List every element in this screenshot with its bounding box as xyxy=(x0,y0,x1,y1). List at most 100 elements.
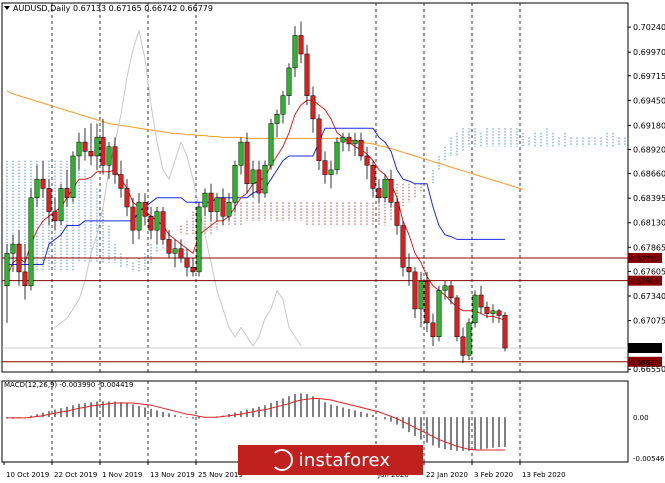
candle-body xyxy=(340,137,346,143)
time-tick-label: 13 Nov 2019 xyxy=(150,471,195,479)
candle-body xyxy=(490,310,496,314)
candle-body xyxy=(412,271,418,310)
level-tag xyxy=(628,275,662,286)
price-tick-label: 0.70240 xyxy=(633,23,665,32)
macd-signal-line xyxy=(7,398,505,451)
candle-body xyxy=(484,306,490,314)
tenkan-sen-line xyxy=(6,99,506,321)
time-tick-label: 22 Jan 2020 xyxy=(426,471,468,479)
time-tick-label: 22 Oct 2019 xyxy=(54,471,97,479)
candle-body xyxy=(448,285,454,299)
candle-body xyxy=(136,202,142,231)
candle-body xyxy=(304,53,310,96)
symbol-label: AUDUSD,Daily xyxy=(13,4,71,13)
candle-body xyxy=(124,188,130,208)
time-tick-label: 3 Feb 2020 xyxy=(474,471,513,479)
candle-body xyxy=(130,206,136,231)
candle-body xyxy=(418,280,424,310)
current-price-label: 0.66779 xyxy=(630,345,659,353)
candle-body xyxy=(16,243,22,273)
candle-body xyxy=(70,155,76,198)
collapse-triangle-icon[interactable] xyxy=(4,6,10,10)
macd-tick-label: -0.005462 xyxy=(633,455,665,463)
candle-body xyxy=(286,67,292,96)
price-tick-label: 0.68660 xyxy=(633,170,665,179)
level-label: 0.67750 xyxy=(630,255,659,263)
candle-body xyxy=(358,139,364,157)
candle-body xyxy=(100,137,106,166)
candle-body xyxy=(190,266,196,273)
watermark-text: instaforex xyxy=(298,449,391,471)
current-price-tag xyxy=(628,342,662,353)
price-tick-label: 0.69450 xyxy=(633,96,665,105)
candle-body xyxy=(46,188,52,212)
macd-tick-label: 0.00 xyxy=(633,414,649,422)
time-tick-label: 25 Nov 2019 xyxy=(198,471,243,479)
candle-body xyxy=(322,160,328,175)
candle-body xyxy=(256,169,262,194)
candle-body xyxy=(172,248,178,254)
price-tick-label: 0.67865 xyxy=(633,243,665,252)
candle-body xyxy=(352,139,358,145)
candle-body xyxy=(34,178,40,198)
time-tick-label: Jan 2020 xyxy=(377,471,409,479)
candle-body xyxy=(4,253,10,287)
level-label: 0.66630 xyxy=(630,359,659,367)
watermark: instaforex xyxy=(238,445,423,475)
candle-body xyxy=(388,178,394,203)
candle-body xyxy=(160,211,166,240)
candle-body xyxy=(496,310,502,316)
time-axis: 10 Oct 2019 22 Oct 2019 1 Nov 2019 13 Nov 2… xyxy=(3,462,566,479)
price-tick-label: 0.69180 xyxy=(633,121,665,130)
candle-body xyxy=(328,169,334,175)
price-tick-label: 0.66550 xyxy=(633,365,665,374)
level-tag xyxy=(628,252,662,263)
candle-body xyxy=(382,178,388,198)
instaforex-logo-icon xyxy=(270,449,293,471)
candle-body xyxy=(148,215,154,231)
candle-body xyxy=(196,206,202,273)
candle-body xyxy=(478,294,484,308)
indicator-lines xyxy=(6,28,524,347)
macd-label: MACD(12,26,9) -0.003990 -0.004419 xyxy=(4,381,133,389)
grid-layer xyxy=(1,2,629,463)
candle-body xyxy=(82,141,88,152)
candle-body xyxy=(22,271,28,287)
candle-body xyxy=(40,178,46,189)
candle-body xyxy=(118,174,124,189)
horizontal-levels: 0.67750 0.67505 0.66630 xyxy=(2,252,662,367)
chikou-span-line xyxy=(54,28,302,347)
candle-body xyxy=(244,141,250,185)
price-tick-label: 0.68395 xyxy=(633,194,665,203)
price-tick-label: 0.68130 xyxy=(633,219,665,228)
candle-body xyxy=(142,202,148,217)
candle-body xyxy=(226,202,232,217)
candle-body xyxy=(208,192,214,212)
time-tick-label: 1 Nov 2019 xyxy=(102,471,142,479)
candle-body xyxy=(10,243,16,254)
price-tick-label: 0.67075 xyxy=(633,317,665,326)
candle-body xyxy=(52,211,58,222)
candle-body xyxy=(58,188,64,222)
candle-body xyxy=(310,95,316,120)
candle-body xyxy=(460,336,466,356)
price-tick-label: 0.69970 xyxy=(633,48,665,57)
price-tick-label: 0.69715 xyxy=(633,72,665,81)
candle-body xyxy=(202,192,208,208)
candle-body xyxy=(472,294,478,324)
candle-body xyxy=(430,322,436,338)
candle-body xyxy=(64,188,70,198)
candle-body xyxy=(454,297,460,338)
candle-body xyxy=(28,197,34,287)
candle-body xyxy=(112,146,118,175)
price-axis: 0.70240 0.69970 0.69715 0.69450 0.69180 0.689… xyxy=(628,23,665,374)
candle-body xyxy=(370,164,376,189)
candle-body xyxy=(364,155,370,166)
price-tick-label: 0.68920 xyxy=(633,145,665,154)
kijun-sen-line xyxy=(7,127,505,265)
candle-body xyxy=(250,169,256,185)
candle-body xyxy=(424,280,430,324)
candle-body xyxy=(88,151,94,157)
candle-body xyxy=(178,248,184,259)
